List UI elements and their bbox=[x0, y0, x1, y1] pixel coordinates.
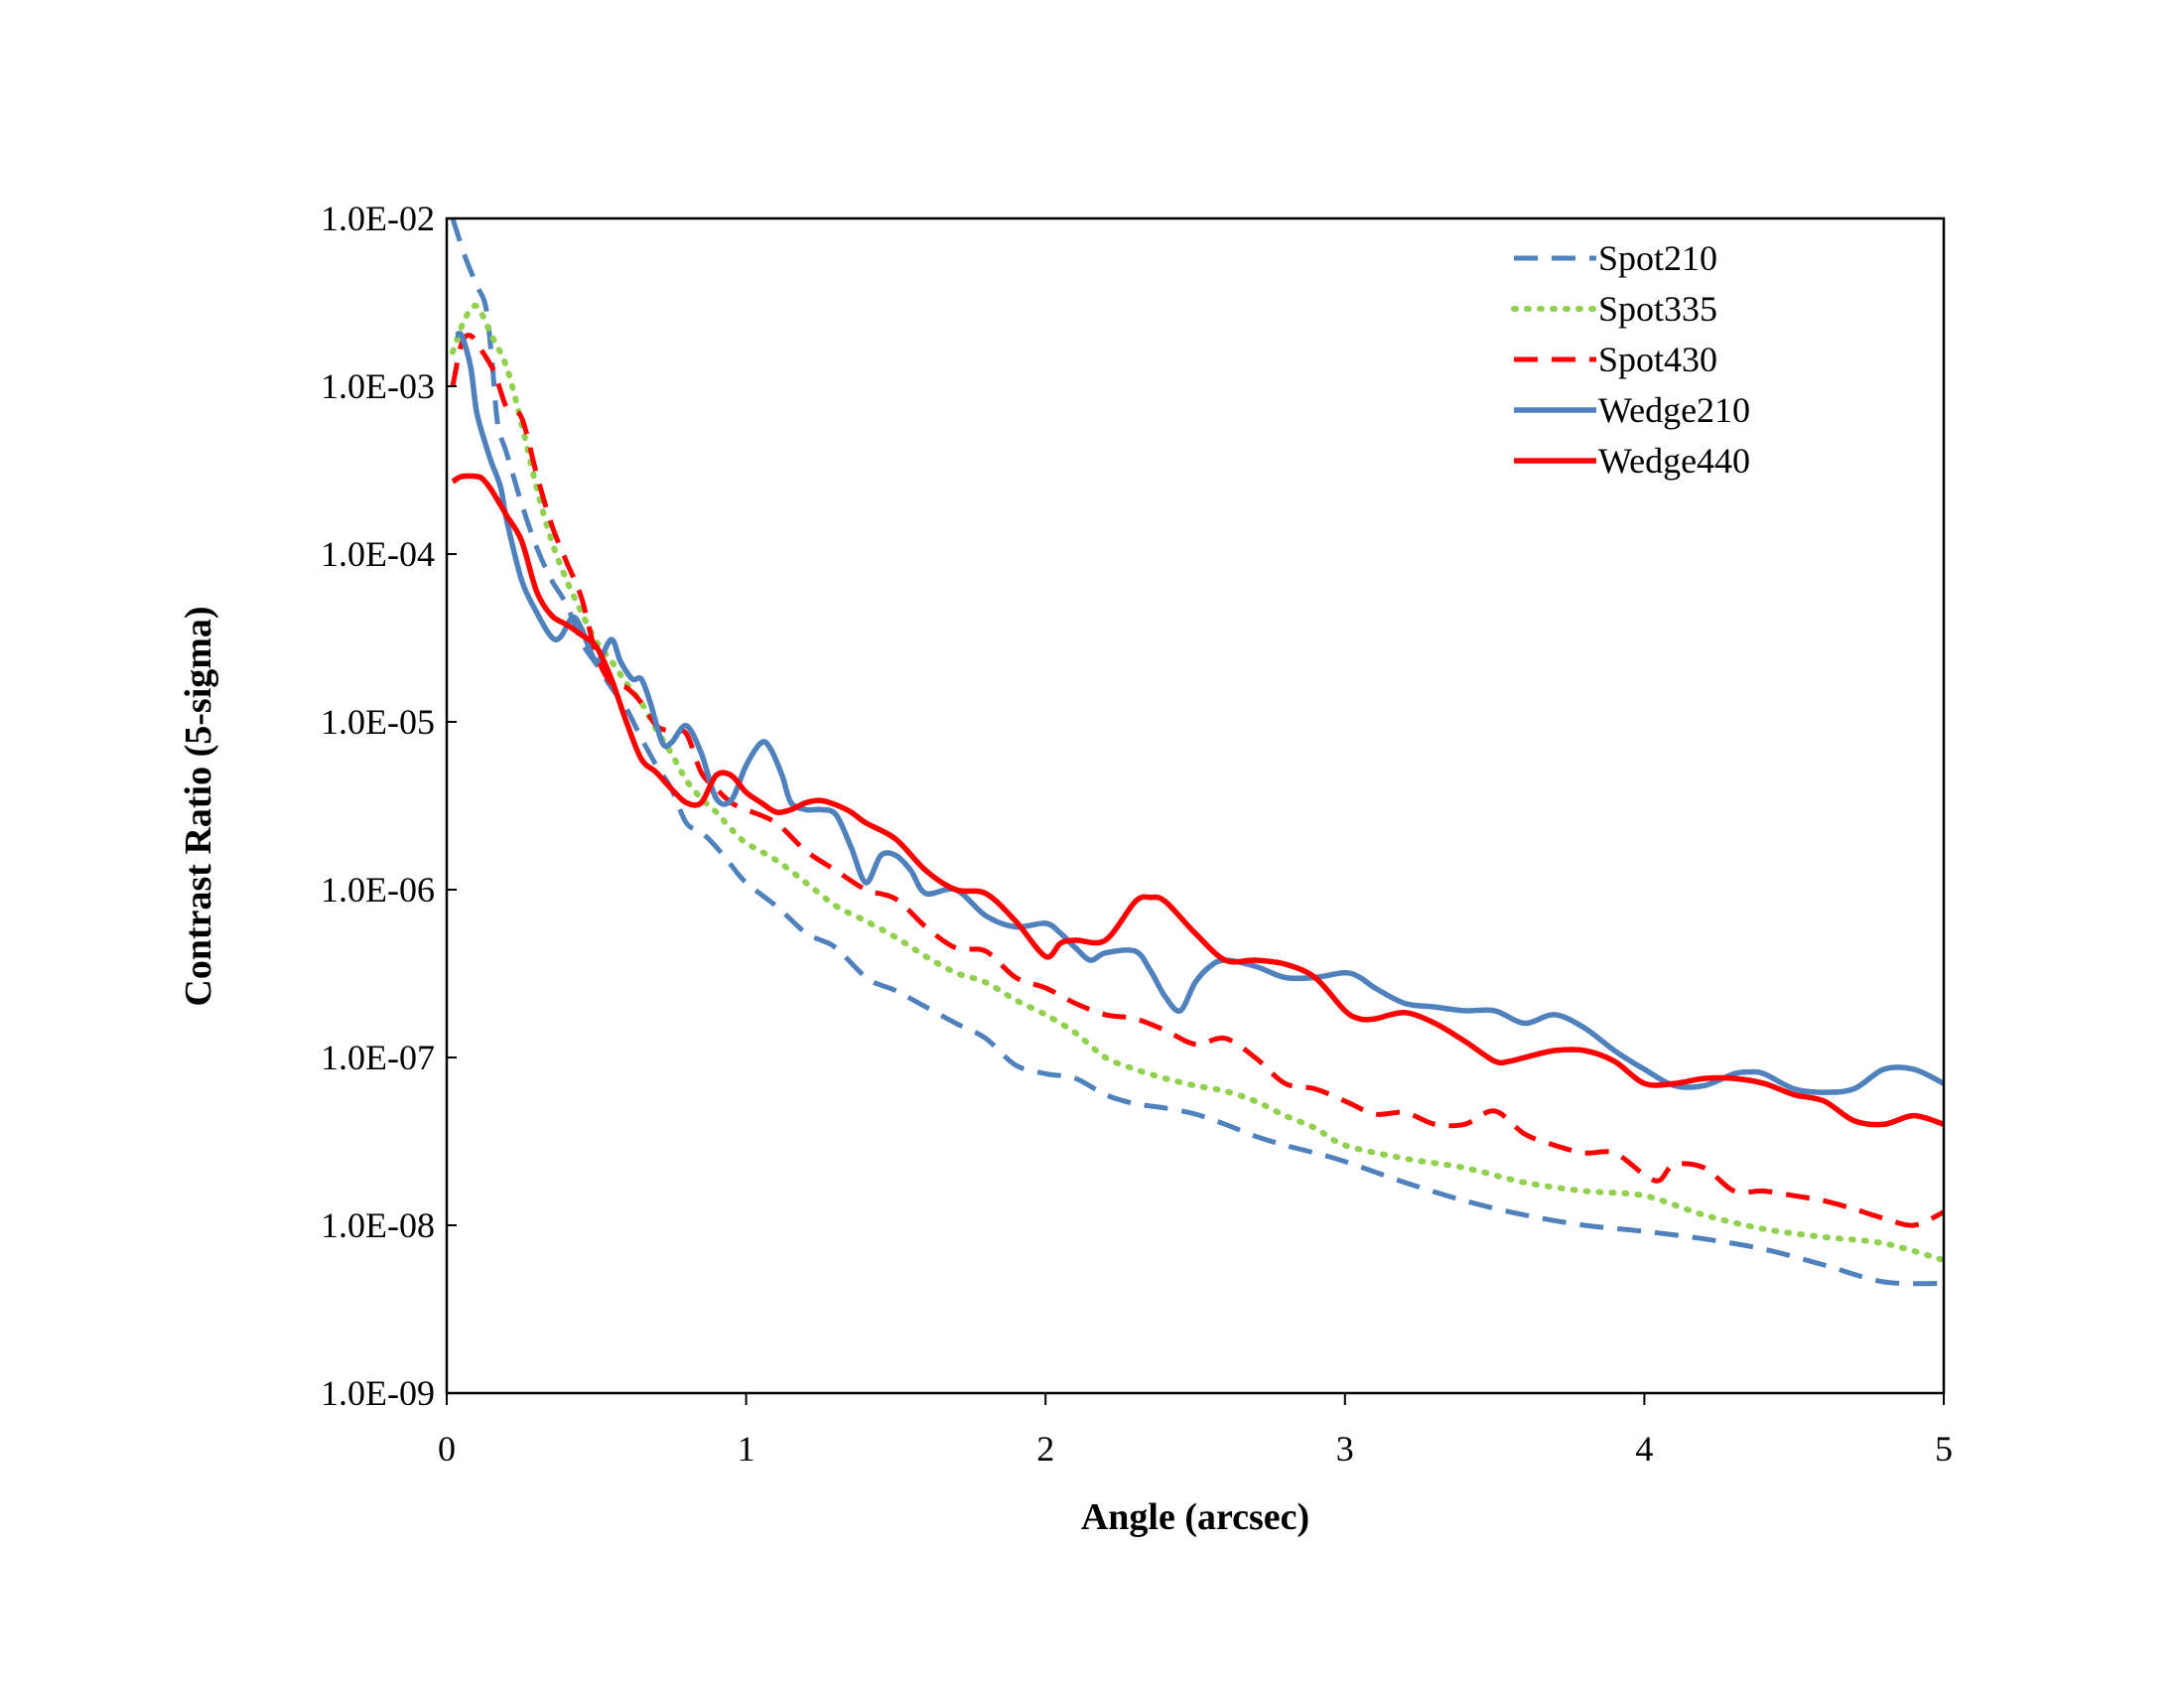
series-line-spot210 bbox=[450, 217, 1945, 1287]
x-tick-label: 5 bbox=[1935, 1429, 1953, 1469]
y-tick-label: 1.0E-05 bbox=[321, 702, 435, 742]
x-axis: 0 1 2 3 4 5 bbox=[438, 1393, 1953, 1469]
y-tick-label: 1.0E-09 bbox=[321, 1373, 435, 1413]
y-tick-label: 1.0E-03 bbox=[321, 366, 435, 406]
legend-label-wedge210: Wedge210 bbox=[1598, 390, 1750, 430]
plot-frame bbox=[445, 216, 1946, 1395]
y-axis: 1.0E-02 1.0E-03 1.0E-04 1.0E-05 1.0E-06 1.0E-… bbox=[321, 199, 457, 1413]
y-tick-label: 1.0E-08 bbox=[321, 1205, 435, 1245]
legend-label-wedge440: Wedge440 bbox=[1598, 441, 1750, 481]
series-line-spot335 bbox=[450, 302, 1947, 1264]
series-line-wedge440 bbox=[451, 473, 1945, 1128]
y-tick-label: 1.0E-02 bbox=[321, 199, 435, 238]
x-axis-title: Angle (arcsec) bbox=[1081, 1496, 1309, 1538]
series-line-spot430 bbox=[450, 333, 1946, 1228]
series-layer bbox=[450, 217, 1947, 1287]
x-tick-label: 2 bbox=[1036, 1429, 1054, 1469]
y-tick-label: 1.0E-06 bbox=[321, 870, 435, 910]
y-tick-label: 1.0E-04 bbox=[321, 534, 435, 574]
legend: Spot210 Spot335 Spot430 Wedge210 Wedge440 bbox=[1511, 238, 1750, 481]
x-tick-label: 1 bbox=[738, 1429, 755, 1469]
legend-label-spot210: Spot210 bbox=[1598, 238, 1717, 278]
legend-label-spot335: Spot335 bbox=[1598, 289, 1717, 329]
legend-label-spot430: Spot430 bbox=[1598, 340, 1717, 379]
y-tick-label: 1.0E-07 bbox=[321, 1038, 435, 1077]
x-tick-label: 4 bbox=[1635, 1429, 1653, 1469]
x-tick-label: 0 bbox=[438, 1429, 456, 1469]
x-tick-label: 3 bbox=[1336, 1429, 1354, 1469]
y-axis-title: Contrast Ratio (5-sigma) bbox=[178, 606, 219, 1006]
